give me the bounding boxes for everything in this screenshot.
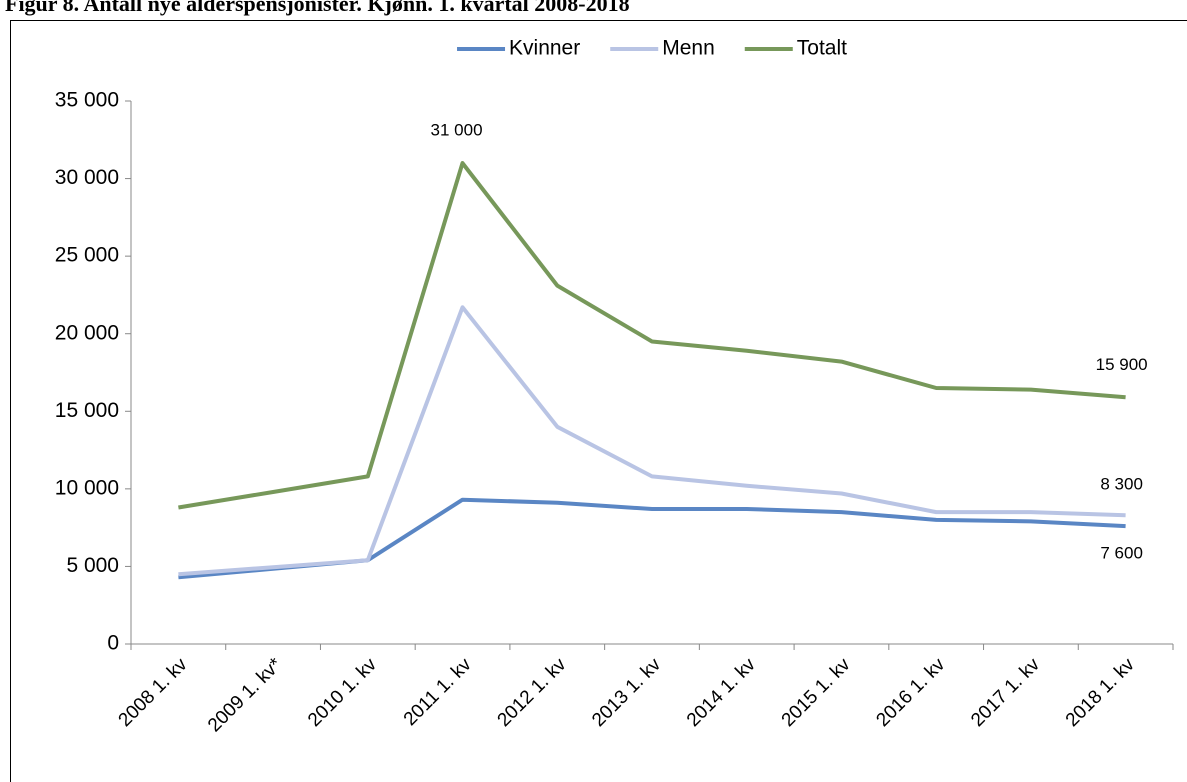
x-tick-label: 2017 1. kv bbox=[967, 654, 1044, 731]
x-tick-label: 2015 1. kv bbox=[778, 654, 855, 731]
x-tick-label: 2010 1. kv bbox=[304, 654, 381, 731]
series-line bbox=[178, 305, 1126, 577]
legend-label: Kvinner bbox=[509, 37, 580, 60]
data-label: 31 000 bbox=[431, 121, 483, 140]
legend-label: Menn bbox=[662, 37, 715, 60]
data-label: 7 600 bbox=[1100, 544, 1143, 563]
legend-label: Totalt bbox=[797, 37, 847, 60]
y-tick-label: 35 000 bbox=[55, 89, 119, 112]
data-label: 8 300 bbox=[1100, 475, 1143, 494]
y-tick-label: 25 000 bbox=[55, 244, 119, 267]
x-tick-label: 2008 1. kv bbox=[115, 654, 192, 731]
chart-title: Figur 8. Antall nye alderspensjonister. … bbox=[5, 0, 630, 16]
y-tick-label: 30 000 bbox=[55, 166, 119, 189]
x-tick-label: 2012 1. kv bbox=[494, 654, 571, 731]
x-tick-label: 2009 1. kv* bbox=[204, 654, 286, 736]
x-tick-label: 2013 1. kv bbox=[588, 654, 665, 731]
y-tick-label: 10 000 bbox=[55, 476, 119, 499]
y-tick-label: 20 000 bbox=[55, 321, 119, 344]
y-tick-label: 0 bbox=[107, 632, 119, 655]
chart-frame bbox=[10, 20, 1187, 782]
series-line bbox=[178, 161, 1126, 510]
x-tick-label: 2018 1. kv bbox=[1062, 654, 1139, 731]
x-tick-label: 2016 1. kv bbox=[872, 654, 949, 731]
x-tick-label: 2014 1. kv bbox=[683, 654, 760, 731]
y-tick-label: 5 000 bbox=[66, 554, 119, 577]
data-label: 15 900 bbox=[1096, 355, 1148, 374]
x-tick-label: 2011 1. kv bbox=[400, 654, 476, 730]
y-tick-label: 15 000 bbox=[55, 399, 119, 422]
